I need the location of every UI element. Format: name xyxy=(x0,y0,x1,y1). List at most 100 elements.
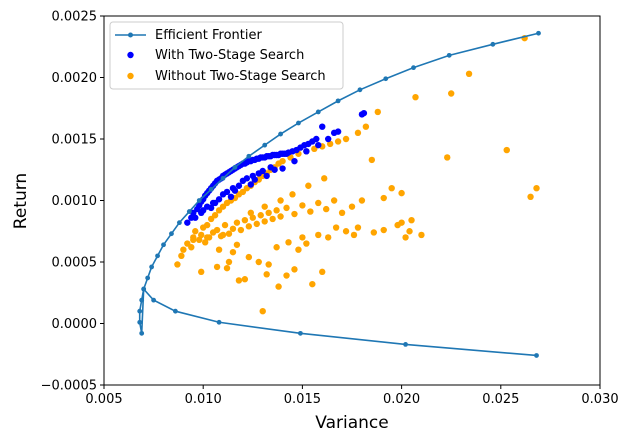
scatter-point xyxy=(315,231,322,239)
scatter-point xyxy=(273,207,280,214)
scatter-point xyxy=(247,209,255,216)
efficient-frontier-point xyxy=(155,253,160,259)
efficient-frontier-point xyxy=(141,286,147,292)
scatter-point xyxy=(324,234,332,241)
scatter-point xyxy=(225,230,233,237)
efficient-frontier-point xyxy=(145,275,151,281)
scatter-point xyxy=(241,216,249,224)
efficient-frontier-point xyxy=(186,209,192,214)
scatter-point xyxy=(291,157,298,165)
efficient-frontier-point xyxy=(335,98,341,104)
scatter-point xyxy=(235,277,243,284)
scatter-point xyxy=(360,109,368,117)
scatter-point xyxy=(245,253,253,261)
scatter-point xyxy=(233,219,241,226)
scatter-point xyxy=(261,203,268,210)
scatter-point xyxy=(233,241,241,248)
efficient-frontier-point xyxy=(139,330,145,336)
scatter-point xyxy=(207,204,215,212)
scatter-point xyxy=(223,264,231,272)
scatter-point xyxy=(231,187,239,194)
x-tick-label: 0.005 xyxy=(85,392,122,407)
scatter-point xyxy=(380,226,387,234)
scatter-point xyxy=(247,181,255,188)
scatter-point xyxy=(269,215,276,223)
efficient-frontier-point xyxy=(315,109,321,115)
x-axis-ticks: 0.005 0.010 0.015 0.020 0.025 0.030 xyxy=(85,385,619,407)
scatter-point xyxy=(265,209,272,216)
scatter-point xyxy=(374,108,381,116)
scatter-point xyxy=(184,219,191,226)
scatter-point xyxy=(263,271,270,278)
scatter-point xyxy=(321,175,328,182)
efficient-frontier-point xyxy=(161,242,166,248)
efficient-frontier-point xyxy=(151,297,157,303)
efficient-frontier-point xyxy=(169,231,174,237)
scatter-point xyxy=(257,212,264,219)
scatter-point xyxy=(291,266,298,273)
scatter-point xyxy=(323,205,330,213)
efficient-frontier-point xyxy=(403,342,408,347)
scatter-point xyxy=(342,228,350,235)
efficient-frontier-point xyxy=(446,52,452,58)
scatter-point xyxy=(279,165,286,172)
scatter-point xyxy=(283,204,290,212)
scatter-point xyxy=(444,154,451,161)
scatter-point xyxy=(275,283,282,290)
scatter-point xyxy=(408,216,415,224)
efficient-frontier-point xyxy=(298,330,303,336)
scatter-point xyxy=(412,93,419,101)
efficient-frontier-point xyxy=(216,319,222,325)
y-tick-label: 0.0015 xyxy=(52,133,98,148)
scatter-point xyxy=(188,244,195,251)
scatter-point xyxy=(362,123,370,130)
scatter-point xyxy=(213,226,221,234)
scatter-point xyxy=(418,231,425,239)
scatter-point xyxy=(465,70,473,78)
scatter-point xyxy=(305,182,312,189)
scatter-point xyxy=(271,166,278,173)
scatter-point xyxy=(503,146,510,154)
scatter-point xyxy=(370,229,378,236)
scatter-point xyxy=(303,148,310,155)
scatter-point xyxy=(285,239,292,246)
scatter-point xyxy=(289,191,296,198)
efficient-frontier-point xyxy=(232,164,238,170)
scatter-point xyxy=(398,189,405,197)
efficient-frontier-point xyxy=(296,120,301,126)
scatter-point xyxy=(332,224,340,231)
efficient-frontier-point xyxy=(357,87,363,93)
scatter-point xyxy=(192,228,199,235)
scatter-point xyxy=(261,218,268,225)
scatter-point xyxy=(448,90,455,97)
scatter-point xyxy=(219,231,227,239)
y-tick-label: 0.0010 xyxy=(52,194,98,209)
legend: Efficient Frontier With Two-Stage Search… xyxy=(109,21,344,90)
scatter-point xyxy=(338,209,346,216)
efficient-frontier-point xyxy=(246,153,252,159)
scatter-point xyxy=(277,197,284,204)
x-tick-label: 0.010 xyxy=(185,392,222,407)
legend-label-without-two-stage: Without Two-Stage Search xyxy=(155,69,326,84)
scatter-point xyxy=(358,197,366,204)
scatter-point xyxy=(227,193,235,201)
x-axis-title: Variance xyxy=(315,413,388,433)
scatter-point xyxy=(406,228,413,235)
scatter-point xyxy=(190,236,197,244)
scatter-point xyxy=(211,212,219,219)
scatter-point xyxy=(277,213,284,220)
scatter-point xyxy=(315,141,322,149)
scatter-point xyxy=(203,221,211,229)
scatter-point xyxy=(174,261,181,268)
scatter-point xyxy=(215,246,223,253)
scatter-point xyxy=(243,175,251,182)
legend-swatch-with-two-stage xyxy=(127,51,134,59)
scatter-point xyxy=(251,176,258,183)
efficient-frontier-point xyxy=(383,76,389,82)
scatter-point xyxy=(402,234,409,241)
scatter-point xyxy=(229,248,237,256)
x-tick-label: 0.020 xyxy=(383,392,420,407)
scatter-point xyxy=(319,268,326,276)
efficient-frontier-point xyxy=(536,30,541,36)
scatter-point xyxy=(235,182,243,189)
